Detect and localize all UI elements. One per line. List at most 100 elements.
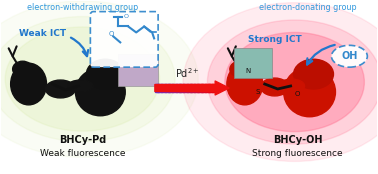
Ellipse shape — [68, 80, 93, 92]
Bar — [190, 84, 191, 92]
Bar — [164, 84, 166, 92]
Bar — [185, 84, 186, 92]
Ellipse shape — [0, 17, 175, 142]
Bar — [186, 84, 187, 92]
Ellipse shape — [279, 79, 305, 93]
Bar — [195, 84, 196, 92]
Ellipse shape — [230, 61, 250, 77]
Bar — [200, 84, 201, 92]
Text: N: N — [245, 68, 250, 74]
Bar — [191, 84, 192, 92]
Bar — [157, 84, 158, 92]
Bar — [189, 84, 190, 92]
Ellipse shape — [284, 67, 335, 117]
Bar — [207, 84, 208, 92]
Bar — [209, 84, 210, 92]
Bar — [212, 84, 213, 92]
FancyBboxPatch shape — [118, 54, 158, 86]
Bar — [215, 84, 216, 92]
FancyBboxPatch shape — [234, 48, 272, 78]
Text: Strong ICT: Strong ICT — [248, 35, 302, 44]
Ellipse shape — [0, 1, 198, 157]
Ellipse shape — [227, 63, 263, 105]
Bar — [184, 84, 185, 92]
Bar — [217, 84, 218, 92]
Bar — [177, 84, 178, 92]
Bar — [172, 84, 173, 92]
Text: Strong fluorescence: Strong fluorescence — [252, 149, 343, 158]
Bar — [211, 84, 212, 92]
Bar — [210, 84, 211, 92]
Bar — [213, 84, 214, 92]
Bar — [208, 84, 209, 92]
Bar — [182, 84, 183, 92]
Bar — [203, 84, 204, 92]
Bar — [156, 84, 157, 92]
Bar — [201, 84, 202, 92]
Bar — [214, 84, 215, 92]
Ellipse shape — [5, 27, 160, 131]
Ellipse shape — [208, 20, 378, 144]
Bar — [174, 84, 175, 92]
Bar — [181, 84, 182, 92]
Text: Weak fluorescence: Weak fluorescence — [40, 149, 125, 158]
Bar — [172, 84, 174, 92]
Ellipse shape — [12, 61, 33, 77]
FancyBboxPatch shape — [90, 12, 158, 67]
Bar — [161, 84, 163, 92]
Ellipse shape — [332, 45, 367, 67]
Bar — [194, 84, 195, 92]
Bar — [202, 84, 203, 92]
Bar — [199, 84, 200, 92]
Bar — [215, 84, 217, 92]
Bar — [188, 84, 189, 92]
Ellipse shape — [76, 68, 125, 116]
Bar — [204, 84, 206, 92]
Bar — [186, 84, 187, 92]
Text: OH: OH — [341, 51, 358, 61]
Bar — [216, 84, 217, 92]
Text: BHCy-OH: BHCy-OH — [273, 135, 322, 145]
Text: O: O — [123, 14, 128, 19]
Ellipse shape — [45, 80, 76, 98]
Bar — [171, 84, 172, 92]
Bar — [155, 84, 156, 92]
Text: Weak ICT: Weak ICT — [19, 29, 66, 38]
Ellipse shape — [225, 32, 364, 132]
Bar — [163, 84, 164, 92]
Bar — [164, 84, 165, 92]
Bar — [173, 84, 174, 92]
Ellipse shape — [11, 63, 46, 105]
Bar — [165, 84, 166, 92]
Bar — [175, 84, 177, 92]
Ellipse shape — [183, 3, 378, 161]
Bar — [168, 84, 169, 92]
Bar — [187, 84, 188, 92]
Bar — [191, 84, 192, 92]
Bar — [198, 84, 199, 92]
Bar — [169, 84, 170, 92]
Text: O: O — [295, 91, 300, 97]
Bar — [183, 84, 184, 92]
Bar — [193, 84, 194, 92]
Bar — [161, 84, 162, 92]
Bar — [179, 84, 180, 92]
Bar — [205, 84, 206, 92]
Bar — [183, 84, 184, 92]
Ellipse shape — [294, 59, 333, 89]
Bar — [197, 84, 198, 92]
Bar — [206, 84, 207, 92]
Bar — [178, 84, 179, 92]
Text: S: S — [256, 89, 260, 95]
Bar — [192, 84, 193, 92]
Bar — [166, 84, 167, 92]
Text: electron-withdrawing group: electron-withdrawing group — [27, 3, 138, 12]
Bar — [159, 84, 160, 92]
Ellipse shape — [87, 59, 124, 89]
Bar — [194, 84, 195, 92]
Bar — [169, 84, 170, 92]
FancyArrowPatch shape — [155, 81, 229, 95]
Bar — [158, 84, 160, 92]
Text: Pd$^{2+}$: Pd$^{2+}$ — [175, 66, 199, 80]
Bar — [212, 84, 214, 92]
